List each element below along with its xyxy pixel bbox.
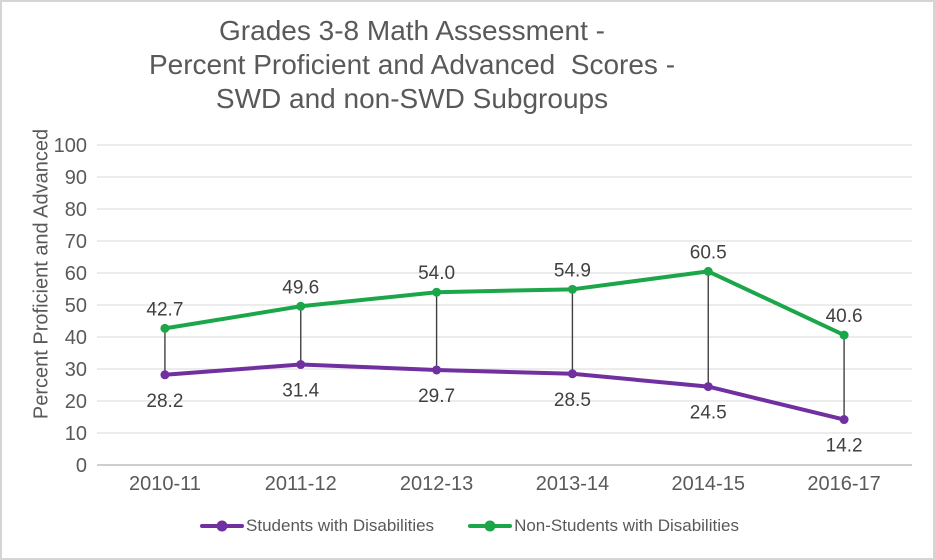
data-label: 29.7 — [418, 386, 455, 407]
y-tick-label: 90 — [65, 167, 87, 189]
chart-legend: Students with Disabilities Non-Students … — [2, 516, 933, 536]
y-tick-label: 50 — [65, 295, 87, 317]
y-tick-label: 40 — [65, 327, 87, 349]
series-line — [162, 362, 847, 422]
data-point — [160, 370, 170, 380]
data-point — [296, 301, 306, 311]
data-point — [703, 382, 713, 392]
data-label: 28.2 — [146, 391, 183, 412]
data-label: 42.7 — [146, 299, 183, 320]
x-category-label: 2011-12 — [265, 473, 337, 495]
data-label: 54.0 — [418, 263, 455, 284]
x-category-label: 2014-15 — [672, 473, 745, 495]
y-tick-label: 30 — [65, 359, 87, 381]
data-label: 60.5 — [690, 242, 727, 263]
data-point — [296, 360, 306, 370]
y-tick-label: 60 — [65, 263, 87, 285]
y-tick-label: 0 — [76, 455, 87, 477]
data-label: 31.4 — [282, 381, 319, 402]
x-category-label: 2016-17 — [807, 473, 880, 495]
data-label: 28.5 — [554, 390, 591, 411]
data-point — [703, 266, 713, 276]
chart-title-line-3: SWD and non-SWD Subgroups — [215, 83, 609, 114]
legend-item-non-swd: Non-Students with Disabilities — [468, 516, 739, 536]
data-point — [432, 287, 442, 297]
chart-title-line-2: Percent Proficient and Advanced Scores - — [148, 49, 676, 80]
x-category-label: 2012-13 — [400, 473, 473, 495]
legend-item-swd: Students with Disabilities — [200, 516, 434, 536]
data-point — [839, 415, 849, 425]
legend-label-swd: Students with Disabilities — [246, 516, 435, 535]
legend-label-non-swd: Non-Students with Disabilities — [514, 516, 739, 535]
data-point — [160, 323, 170, 333]
non-swd-series-marker-icon — [468, 524, 513, 528]
data-label: 14.2 — [826, 436, 863, 457]
data-point — [567, 284, 577, 294]
data-label: 24.5 — [690, 403, 727, 424]
y-tick-label: 100 — [54, 135, 87, 157]
y-tick-label: 20 — [65, 391, 87, 413]
chart-title: Grades 3-8 Math Assessment - Percent Pro… — [2, 14, 822, 116]
data-point — [567, 369, 577, 379]
x-category-label: 2010-11 — [129, 473, 201, 495]
series-line — [162, 269, 847, 338]
data-point — [432, 365, 442, 375]
swd-series-marker-icon — [200, 524, 245, 528]
y-tick-label: 80 — [65, 199, 87, 221]
data-label: 49.6 — [282, 277, 319, 298]
data-point — [839, 330, 849, 340]
y-tick-label: 10 — [65, 423, 87, 445]
data-label: 54.9 — [554, 260, 591, 281]
x-category-label: 2013-14 — [536, 473, 609, 495]
chart-title-line-1: Grades 3-8 Math Assessment - — [219, 15, 605, 46]
data-label: 40.6 — [826, 306, 863, 327]
y-tick-label: 70 — [65, 231, 87, 253]
